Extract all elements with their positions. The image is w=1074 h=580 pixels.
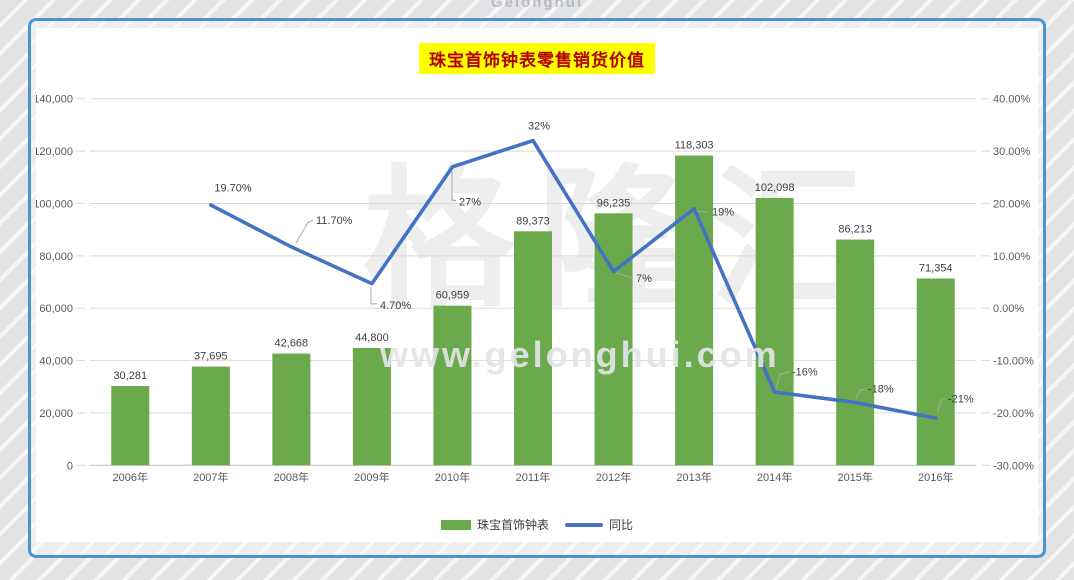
line-data-label: 19% — [712, 206, 734, 218]
label-leader-line — [615, 272, 634, 279]
left-axis-tick-label: 120,000 — [36, 146, 73, 158]
right-axis-tick-label: 0.00% — [993, 303, 1024, 315]
label-leader-line — [775, 371, 791, 389]
chart-area: 格隆汇 珠宝首饰钟表零售销货价值 0-30.00%20,000-20.00%40… — [36, 28, 1038, 542]
chart-legend: 珠宝首饰钟表 同比 — [36, 516, 1038, 533]
label-leader-line — [370, 286, 377, 305]
x-axis-label: 2007年 — [193, 470, 228, 484]
label-leader-line — [451, 171, 456, 201]
left-axis-tick-label: 140,000 — [36, 94, 73, 106]
right-axis-tick-label: -30.00% — [993, 460, 1034, 472]
line-data-label: -18% — [868, 384, 894, 396]
legend-label-bar-series: 珠宝首饰钟表 — [476, 518, 549, 532]
x-axis-label: 2014年 — [757, 470, 792, 484]
bar — [836, 239, 875, 466]
left-axis-tick-label: 80,000 — [39, 251, 73, 263]
label-leader-line — [855, 388, 867, 399]
x-axis-label: 2016年 — [918, 470, 953, 484]
bar-data-label: 89,373 — [516, 215, 550, 227]
label-leader-line — [936, 398, 947, 413]
bar — [916, 278, 955, 466]
label-leader-line — [295, 219, 314, 244]
x-axis-label: 2010年 — [435, 470, 470, 484]
bar-series-swatch-icon — [440, 519, 471, 530]
url-watermark: www.gelonghui.com — [380, 334, 780, 375]
combo-chart: 0 -30.00% 20,000 -20.00% 40,000 -10.00% 60,000… — [36, 94, 1034, 485]
bar-data-label: 44,800 — [355, 332, 389, 344]
bar — [352, 347, 391, 466]
bar-data-label: 30,281 — [113, 370, 147, 382]
x-axis-label: 2015年 — [837, 470, 872, 484]
trend-line — [209, 138, 938, 420]
legend-item-bar-series: 珠宝首饰钟表 — [440, 516, 549, 533]
bar-data-label: 60,959 — [436, 290, 470, 302]
bar-data-label: 37,695 — [194, 351, 228, 363]
right-axis-tick-label: 30.00% — [993, 146, 1031, 158]
chart-title: 珠宝首饰钟表零售销货价值 — [419, 43, 655, 74]
line-data-label: 27% — [459, 196, 481, 208]
line-data-label: -16% — [792, 367, 818, 379]
left-axis-tick-label: 40,000 — [39, 356, 73, 368]
bar-data-label: 118,303 — [675, 140, 714, 152]
bar-data-label: 96,235 — [597, 197, 631, 209]
bar — [755, 197, 794, 466]
bar — [272, 353, 311, 466]
right-axis-tick-label: -20.00% — [993, 408, 1034, 420]
chart-card: 格隆汇 珠宝首饰钟表零售销货价值 0-30.00%20,000-20.00%40… — [28, 18, 1046, 558]
bar — [675, 155, 714, 466]
line-series-swatch-icon — [565, 522, 603, 527]
left-axis-tick-label: 60,000 — [39, 303, 73, 315]
x-axis-label: 2013年 — [676, 470, 711, 484]
left-axis-tick-label: 0 — [67, 460, 73, 472]
bar-data-label: 71,354 — [919, 263, 953, 275]
right-axis-tick-label: 40.00% — [993, 94, 1031, 106]
right-axis-tick-label: 10.00% — [993, 251, 1031, 263]
line-data-label: 4.70% — [380, 300, 411, 312]
line-data-label: 32% — [528, 121, 550, 133]
legend-item-line-series: 同比 — [565, 516, 633, 533]
bar-data-label: 86,213 — [838, 224, 872, 236]
x-axis-label: 2011年 — [516, 470, 551, 484]
bar — [433, 305, 472, 466]
bar — [191, 366, 230, 466]
left-axis-tick-label: 20,000 — [39, 408, 73, 420]
right-axis-tick-label: 20.00% — [993, 198, 1031, 210]
bar — [111, 386, 150, 466]
x-axis-label: 2009年 — [354, 470, 389, 484]
bar — [594, 213, 633, 466]
x-axis-label: 2008年 — [274, 470, 309, 484]
x-axis-label: 2012年 — [596, 470, 631, 484]
right-axis-tick-label: -10.00% — [993, 356, 1034, 368]
line-data-label: -21% — [948, 394, 974, 406]
x-axis-label: 2006年 — [113, 470, 148, 484]
background-brand-watermark: Gelonghui — [490, 0, 584, 11]
left-axis-tick-label: 100,000 — [36, 198, 73, 210]
line-data-label: 11.70% — [316, 215, 353, 227]
legend-label-line-series: 同比 — [609, 518, 634, 532]
bar — [514, 231, 552, 466]
bar-data-label: 102,098 — [755, 182, 795, 194]
line-data-label: 7% — [636, 273, 652, 285]
label-leader-line — [696, 210, 709, 213]
line-data-label: 19.70% — [214, 182, 252, 194]
bar-data-label: 42,668 — [275, 338, 309, 350]
